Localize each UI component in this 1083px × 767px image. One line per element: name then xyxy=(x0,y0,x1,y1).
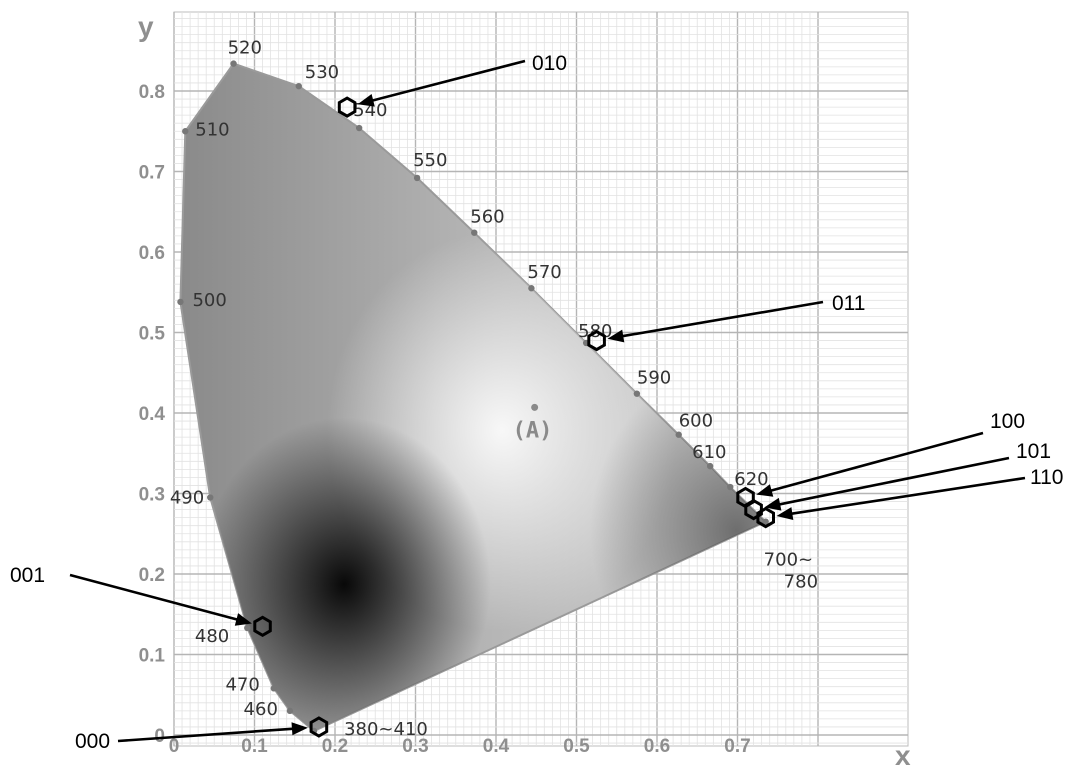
wavelength-label: 490 xyxy=(170,488,204,509)
y-tick-label: 0.1 xyxy=(139,646,166,667)
callout-arrow-head xyxy=(357,94,375,107)
callout-arrow-line xyxy=(775,456,1010,507)
marked-point-010 xyxy=(337,96,357,118)
callout-arrow-head xyxy=(756,484,774,497)
wavelength-label: 500 xyxy=(192,290,226,311)
locus-point-520 xyxy=(230,60,237,67)
marked-point-001 xyxy=(253,615,272,638)
locus-point-570 xyxy=(528,285,535,292)
spectral-locus-region: 380~410 460 470 480 490 500 510 520 530 540 550 560… xyxy=(170,38,818,740)
y-tick-label: 0.3 xyxy=(139,485,165,506)
annotations: 000 001 010 011 100 101 110 xyxy=(10,52,1063,753)
callout-arrow-head xyxy=(776,507,794,520)
y-tick-label: 0.4 xyxy=(139,404,166,425)
callout-arrow-head xyxy=(607,329,625,343)
x-tick-label: 0.6 xyxy=(644,736,670,757)
locus-point-620 xyxy=(727,483,734,491)
callout-arrow-line xyxy=(369,59,526,103)
x-tick-label: 0 xyxy=(169,736,180,757)
callout-arrow-line xyxy=(117,727,297,743)
callout-arrow-head xyxy=(764,497,782,511)
locus-point-590 xyxy=(633,390,641,397)
marked-point-101 xyxy=(744,498,763,521)
wavelength-label: 530 xyxy=(305,62,339,83)
x-axis-label: x xyxy=(895,740,911,767)
marked-point-110 xyxy=(756,506,775,529)
locus-point-510 xyxy=(182,128,189,135)
axes: 0 0.1 0.2 0.3 0.4 0.5 0.6 0.7 0 0.1 0.2 0.3 0.4 0.5 0.… xyxy=(139,82,751,757)
locus-point-700~780 xyxy=(762,518,769,525)
wavelength-label: 520 xyxy=(228,38,262,59)
x-tick-label: 0.2 xyxy=(322,736,348,757)
marked-point-000 xyxy=(309,716,329,738)
wavelength-label: 560 xyxy=(470,207,504,228)
locus-point-550 xyxy=(413,174,421,182)
marked-point-label: 010 xyxy=(532,52,567,75)
locus-point-480 xyxy=(244,624,251,632)
wavelength-label: 590 xyxy=(637,368,671,389)
callout-arrow-head xyxy=(291,722,308,736)
wavelength-label: 780 xyxy=(784,572,818,593)
y-tick-label: 0.7 xyxy=(139,163,165,184)
marked-point-label: 101 xyxy=(1016,440,1051,463)
locus-red-shade xyxy=(180,63,766,732)
locus-point-460 xyxy=(286,707,294,715)
locus-point-610 xyxy=(706,462,714,470)
y-axis-label: y xyxy=(138,11,154,42)
wavelength-label: 600 xyxy=(679,411,713,432)
locus-point-500 xyxy=(177,298,184,306)
locus-fill-group xyxy=(179,62,767,732)
wavelength-label: 700~ xyxy=(764,550,813,571)
x-tick-label: 0.4 xyxy=(483,736,510,757)
x-tick-label: 0.5 xyxy=(563,736,590,757)
locus-point-540 xyxy=(355,124,363,132)
x-tick-label: 0.7 xyxy=(724,736,750,757)
locus-point-560 xyxy=(471,229,478,236)
y-tick-label: 0.6 xyxy=(139,243,165,264)
marked-point-011 xyxy=(587,329,606,352)
marked-point-label: 100 xyxy=(990,410,1025,433)
wavelength-label: 550 xyxy=(413,150,447,171)
wavelength-label: 460 xyxy=(244,699,278,720)
locus-point-470 xyxy=(270,685,278,692)
x-tick-label: 0.1 xyxy=(241,736,268,757)
callout-arrow-line xyxy=(69,573,241,622)
y-tick-label: 0.2 xyxy=(139,565,165,586)
wavelength-label: 540 xyxy=(353,100,387,121)
marked-point-label: 000 xyxy=(75,730,110,753)
white-point-label: (A) xyxy=(513,418,553,443)
locus-point-600 xyxy=(675,431,682,438)
wavelength-label: 610 xyxy=(692,442,726,463)
callout-arrow-line xyxy=(619,300,824,338)
x-tick-label: 0.3 xyxy=(402,736,428,757)
wavelength-label: 510 xyxy=(195,119,229,140)
marked-point-label: 011 xyxy=(832,292,865,315)
wavelength-label: 480 xyxy=(195,626,229,647)
white-point-marker xyxy=(531,403,539,411)
locus-point-490 xyxy=(207,494,214,501)
callout-arrow-line xyxy=(767,431,984,493)
wavelength-label: 470 xyxy=(225,674,259,695)
wavelength-label: 620 xyxy=(734,469,768,490)
y-tick-label: 0 xyxy=(154,726,165,747)
callout-arrow-line xyxy=(788,476,1026,516)
y-tick-label: 0.5 xyxy=(139,324,166,345)
wavelength-label: 380~410 xyxy=(344,719,428,740)
marked-point-label: 001 xyxy=(10,564,45,587)
wavelength-label: 570 xyxy=(527,262,561,283)
locus-point-530 xyxy=(295,82,302,90)
y-tick-label: 0.8 xyxy=(139,82,165,103)
marked-point-label: 110 xyxy=(1030,466,1063,489)
callout-arrow-head xyxy=(234,613,252,626)
